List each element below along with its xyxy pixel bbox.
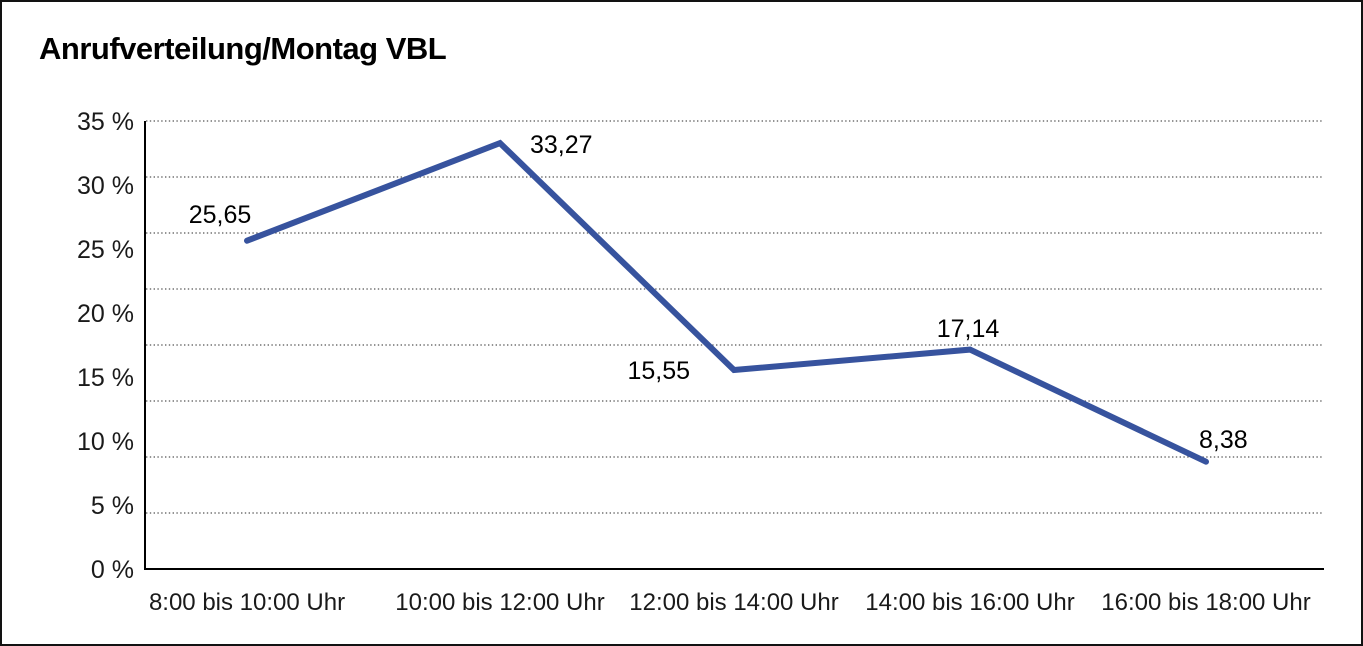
y-tick-label: 10 %: [77, 428, 134, 456]
gridlines-layer: [146, 120, 1324, 514]
y-tick-label: 30 %: [77, 172, 134, 200]
x-tick-label: 10:00 bis 12:00 Uhr: [395, 589, 604, 616]
data-point-label: 15,55: [627, 357, 690, 385]
data-point-label: 17,14: [937, 315, 1000, 343]
data-point-label: 8,38: [1199, 426, 1248, 454]
y-tick-label: 35 %: [77, 108, 134, 136]
y-tick-label: 5 %: [91, 492, 134, 520]
axes-layer: [144, 121, 1324, 570]
y-tick-labels: 0 % 5 % 10 % 15 % 20 % 25 % 30 % 35 %: [77, 108, 134, 584]
chart-title: Anrufverteilung/Montag VBL: [39, 31, 447, 66]
y-tick-label: 0 %: [91, 556, 134, 584]
x-tick-label: 14:00 bis 16:00 Uhr: [865, 589, 1074, 616]
data-point-label: 25,65: [189, 201, 252, 229]
y-tick-label: 15 %: [77, 364, 134, 392]
data-series-layer: [244, 139, 1209, 465]
data-point-labels: 25,65 33,27 15,55 17,14 8,38: [189, 131, 1248, 454]
data-point-label: 33,27: [530, 131, 593, 159]
x-tick-label: 16:00 bis 18:00 Uhr: [1101, 589, 1310, 616]
x-tick-label: 12:00 bis 14:00 Uhr: [629, 589, 838, 616]
data-series-line: [244, 139, 1209, 465]
x-tick-label: 8:00 bis 10:00 Uhr: [149, 589, 345, 616]
x-tick-labels: 8:00 bis 10:00 Uhr 10:00 bis 12:00 Uhr 12:…: [149, 589, 1311, 616]
y-tick-label: 20 %: [77, 300, 134, 328]
y-tick-label: 25 %: [77, 236, 134, 264]
